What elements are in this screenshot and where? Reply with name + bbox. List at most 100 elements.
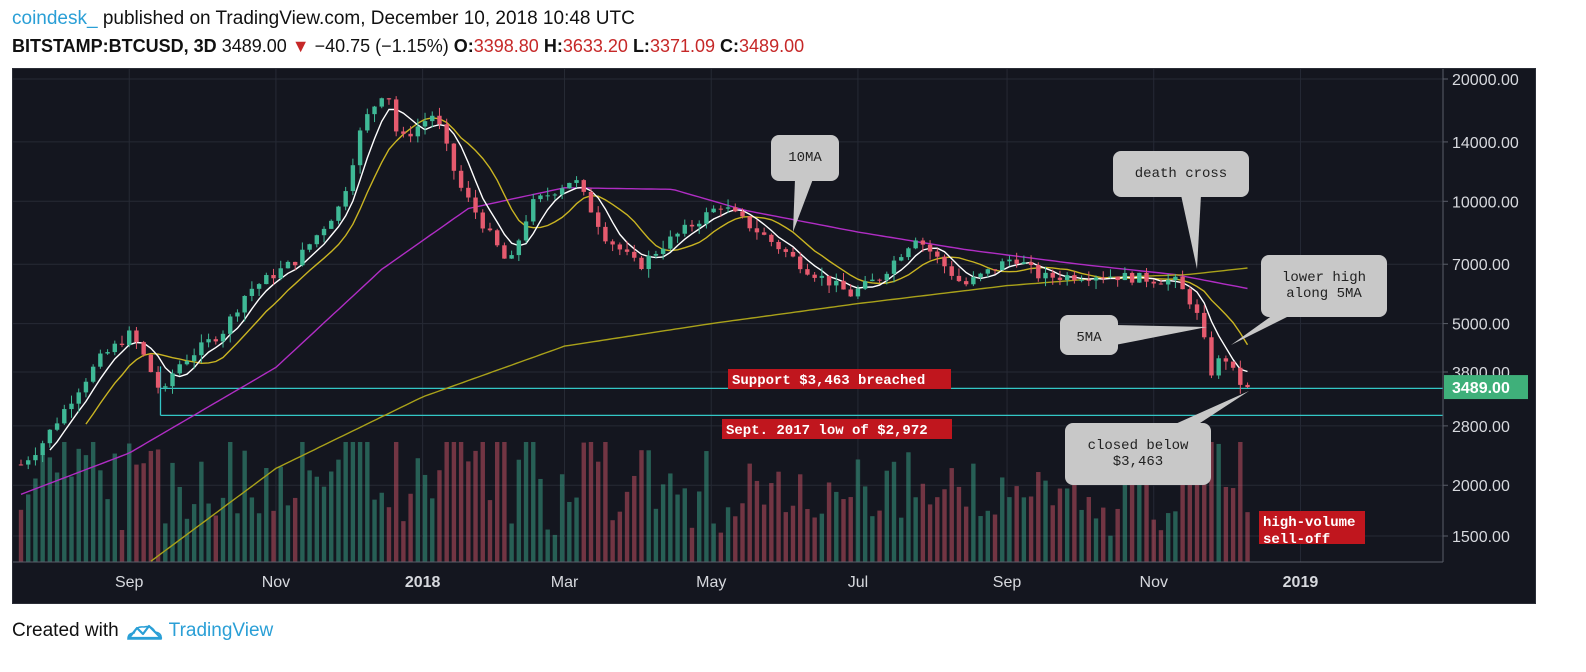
volume-bar xyxy=(1086,497,1092,562)
candle-body xyxy=(906,248,911,258)
candle-body xyxy=(285,261,291,269)
price-tick-label: 7000.00 xyxy=(1452,257,1510,274)
candle-body xyxy=(127,330,132,346)
candle-body xyxy=(747,216,752,229)
candle-body xyxy=(725,207,731,209)
candle-body xyxy=(1151,281,1156,284)
sell-off-label: sell-off xyxy=(1263,532,1330,548)
volume-bar xyxy=(401,521,406,562)
candle-body xyxy=(473,197,478,213)
volume-bar xyxy=(98,470,103,562)
candle-body xyxy=(321,228,327,236)
volume-bar xyxy=(502,442,507,562)
volume-bar xyxy=(379,492,384,562)
price-change: −40.75 (−1.15%) xyxy=(314,36,449,56)
candle-body xyxy=(26,460,31,465)
candle-body xyxy=(783,249,788,252)
candle-body xyxy=(884,273,889,281)
chart-panel[interactable]: 20000.00 14000.00 10000.00 7000.00 5000.00 38… xyxy=(12,68,1536,604)
candle-body xyxy=(769,234,774,242)
high-label: H: xyxy=(543,36,563,56)
volume-bar xyxy=(942,489,947,562)
volume-bar xyxy=(40,454,45,562)
tradingview-link[interactable]: TradingView xyxy=(168,620,274,641)
candle-body xyxy=(343,191,348,207)
volume-bar xyxy=(603,442,608,562)
candle-body xyxy=(841,280,846,290)
volume-bar xyxy=(826,482,832,562)
volume-bar xyxy=(1187,442,1193,562)
candle-body xyxy=(62,409,67,424)
lower-high-callout-text: along 5MA xyxy=(1286,286,1362,302)
volume-bar xyxy=(509,523,514,562)
volume-bar xyxy=(184,518,190,562)
volume-bar xyxy=(264,468,269,562)
volume-bar xyxy=(848,497,853,562)
volume-bar xyxy=(271,510,276,562)
volume-bar xyxy=(697,491,702,562)
volume-bar xyxy=(134,464,139,562)
volume-bar xyxy=(451,442,457,562)
candle-body xyxy=(329,220,334,229)
volume-bar xyxy=(1079,509,1084,562)
candle-body xyxy=(668,236,673,249)
ma10-callout-pointer xyxy=(793,179,813,232)
lower-high-callout-box xyxy=(1261,255,1387,317)
volume-bar xyxy=(350,442,356,562)
volume-bar xyxy=(220,497,226,562)
price-tick-label: 20000.00 xyxy=(1452,72,1519,89)
candle-body xyxy=(1223,358,1229,362)
publisher-name[interactable]: coindesk_ xyxy=(12,8,98,29)
price-chart[interactable]: 20000.0014000.0010000.007000.005000.0038… xyxy=(13,69,1535,603)
candle-body xyxy=(978,273,983,278)
candle-body xyxy=(1115,276,1120,281)
candle-body xyxy=(220,333,226,342)
candle-body xyxy=(1209,337,1214,376)
volume-bar xyxy=(581,442,586,562)
candle-body xyxy=(350,165,356,192)
candle-body xyxy=(1101,277,1106,279)
candle-body xyxy=(610,241,615,245)
volume-bar xyxy=(458,442,464,562)
candle-body xyxy=(1036,264,1041,279)
candle-body xyxy=(1021,262,1027,264)
volume-bar xyxy=(776,471,781,562)
volume-bar xyxy=(1036,472,1041,562)
candle-body xyxy=(675,233,680,237)
candle-body xyxy=(408,133,413,137)
low-label: L: xyxy=(632,36,650,56)
volume-bar xyxy=(155,449,161,562)
candle-body xyxy=(1072,275,1077,281)
volume-bar xyxy=(62,442,67,562)
candle-body xyxy=(480,212,485,229)
volume-bar xyxy=(725,507,731,562)
candle-body xyxy=(502,245,507,259)
volume-bar xyxy=(307,470,312,562)
candle-body xyxy=(213,339,219,342)
candle-body xyxy=(1014,259,1019,264)
volume-bar xyxy=(69,476,74,562)
candle-body xyxy=(1238,367,1243,385)
death-cross-callout-box xyxy=(1113,151,1249,197)
candle-body xyxy=(617,244,623,250)
candle-body xyxy=(372,106,377,115)
down-triangle-icon: ▼ xyxy=(291,36,310,56)
candle-body xyxy=(1144,272,1149,282)
volume-bar xyxy=(675,494,680,562)
volume-bar xyxy=(1158,530,1164,562)
candle-body xyxy=(235,312,240,317)
candle-body xyxy=(357,130,363,166)
candle-body xyxy=(148,354,154,373)
volume-bar xyxy=(992,514,998,562)
volume-bar xyxy=(365,442,370,562)
created-with-label: Created with xyxy=(12,620,119,641)
candle-body xyxy=(256,284,262,289)
volume-bar xyxy=(610,520,615,562)
volume-bar xyxy=(855,459,861,562)
candle-body xyxy=(718,208,724,210)
candle-body xyxy=(1187,289,1193,305)
published-text: published on TradingView.com, December 1… xyxy=(97,8,635,29)
volume-bar xyxy=(466,461,471,562)
volume-bar xyxy=(769,483,774,562)
candle-body xyxy=(458,170,464,188)
